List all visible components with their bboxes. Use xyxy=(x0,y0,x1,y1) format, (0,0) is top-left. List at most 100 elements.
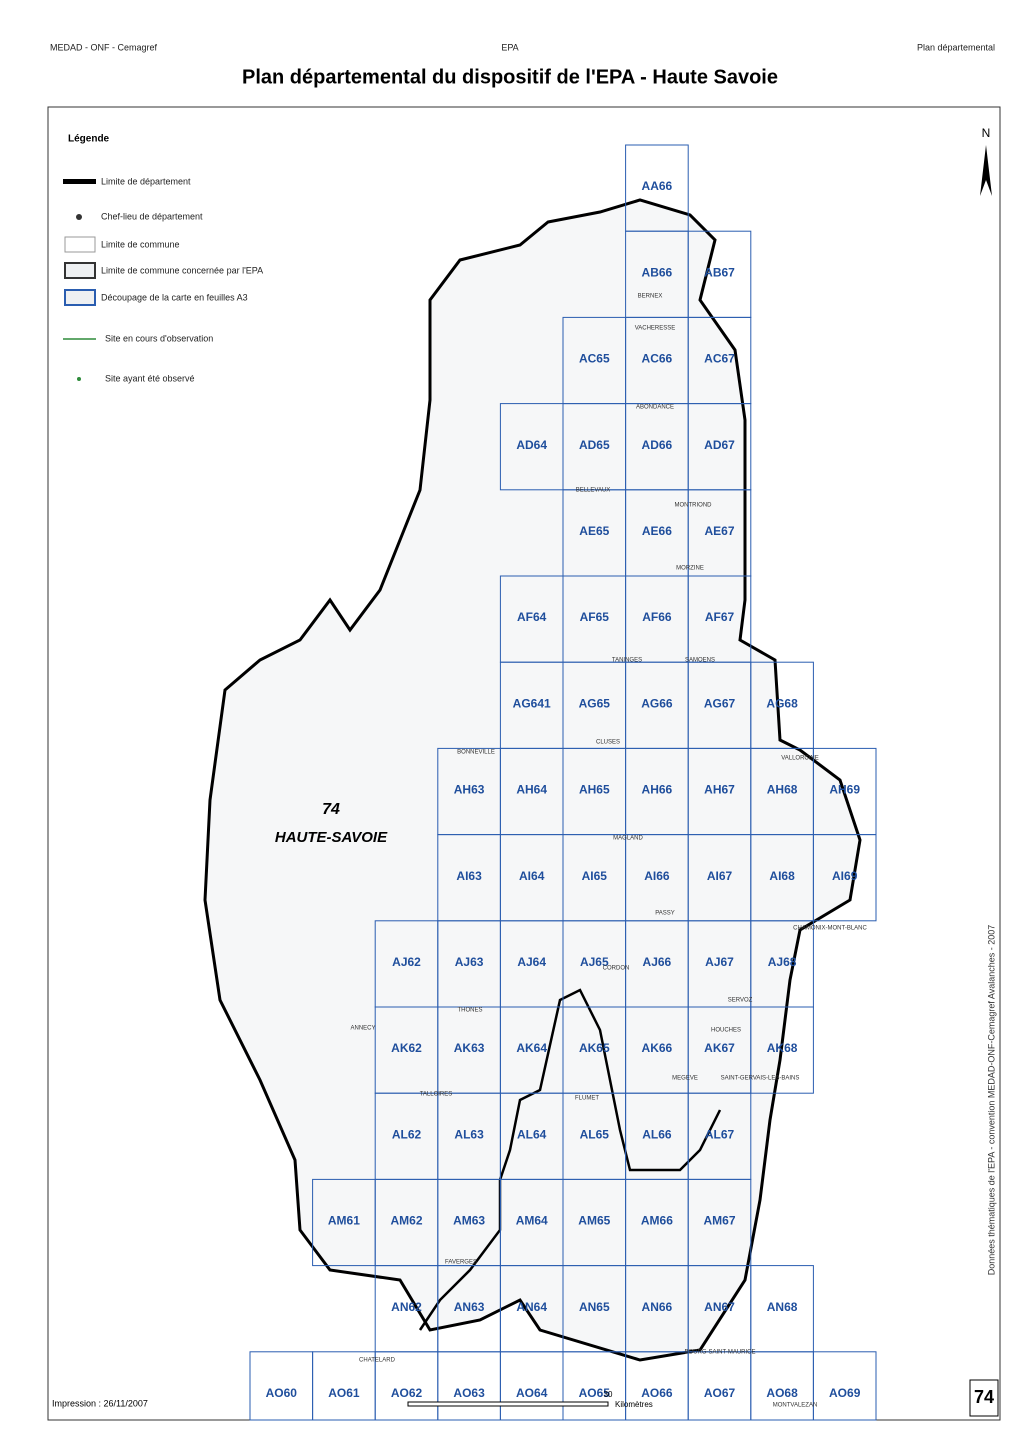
legend-label: Chef-lieu de département xyxy=(101,211,203,221)
sheet-label: AO60 xyxy=(266,1386,298,1400)
sheet-label: AI67 xyxy=(707,869,733,883)
commune-label: CHATELARD xyxy=(359,1358,396,1364)
sheet-label: AO67 xyxy=(704,1386,736,1400)
sheet-label: AG68 xyxy=(766,696,798,710)
sheet-label: AH63 xyxy=(454,783,485,797)
sheet-label: AK62 xyxy=(391,1041,422,1055)
sheet-label: AJ65 xyxy=(580,955,609,969)
sheet-label: AJ62 xyxy=(392,955,421,969)
sheet-label: AE66 xyxy=(642,524,672,538)
sheet-label: AI65 xyxy=(582,869,608,883)
sheet-label: AJ63 xyxy=(455,955,484,969)
legend-symbol xyxy=(63,179,96,184)
sheet-label: AI68 xyxy=(769,869,795,883)
commune-label: CORDON xyxy=(603,966,630,972)
sheet-box xyxy=(812,834,877,922)
legend-symbol xyxy=(64,289,96,306)
header-right: Plan départemental xyxy=(917,42,995,52)
commune-label: VACHERESSE xyxy=(635,326,676,332)
commune-label: PASSY xyxy=(655,911,675,917)
commune-label: MEGEVE xyxy=(672,1076,698,1082)
sheet-label: AL62 xyxy=(392,1127,422,1141)
legend-label: Site en cours d'observation xyxy=(105,333,213,343)
sheet-label: AF66 xyxy=(642,610,672,624)
sheet-label: AO68 xyxy=(766,1386,798,1400)
sheet-label: AG67 xyxy=(704,696,736,710)
legend-label: Limite de commune concernée par l'EPA xyxy=(101,265,263,275)
sheet-label: AO63 xyxy=(453,1386,485,1400)
sheet-label: AK65 xyxy=(579,1041,610,1055)
title: Plan départemental du dispositif de l'EP… xyxy=(242,66,778,88)
side-text: Données thématiques de l'EPA - conventio… xyxy=(986,925,996,1276)
commune-label: MAGLAND xyxy=(613,836,643,842)
sheet-label: AN68 xyxy=(767,1300,798,1314)
sheet-label: AJ67 xyxy=(705,955,734,969)
commune-label: HOUCHES xyxy=(711,1028,741,1034)
sheet-label: AO62 xyxy=(391,1386,423,1400)
commune-label: TALLOIRES xyxy=(420,1092,453,1098)
sheet-label: AK67 xyxy=(704,1041,735,1055)
sheet-label: AE67 xyxy=(704,524,734,538)
sheet-label: AK68 xyxy=(767,1041,798,1055)
sheet-label: AK66 xyxy=(642,1041,673,1055)
commune-label: FLUMET xyxy=(575,1096,599,1102)
sheet-box xyxy=(750,1006,814,1094)
sheet-label: AH65 xyxy=(579,783,610,797)
sheet-label: AN63 xyxy=(454,1300,485,1314)
commune-label: SAMOENS xyxy=(685,658,715,664)
sheet-label: AN64 xyxy=(516,1300,547,1314)
commune-label: TANINGES xyxy=(612,658,642,664)
sheet-label: AO66 xyxy=(641,1386,673,1400)
sheet-label: AB67 xyxy=(704,265,735,279)
commune-label: BOURG-SAINT-MAURICE xyxy=(684,1350,755,1356)
sheet-label: AD67 xyxy=(704,438,735,452)
scale-max: 30 xyxy=(604,1390,613,1399)
sheet-label: AN67 xyxy=(704,1300,735,1314)
commune-label: MONTRIOND xyxy=(675,503,713,509)
commune-label: CLUSES xyxy=(596,740,620,746)
sheet-label: AJ66 xyxy=(643,955,672,969)
commune-label: ANNECY xyxy=(350,1026,375,1032)
sheet-label: AC66 xyxy=(642,352,673,366)
sheet-label: AH66 xyxy=(642,783,673,797)
sheet-box xyxy=(812,1351,877,1421)
sheet-label: AN66 xyxy=(642,1300,673,1314)
commune-label: MORZINE xyxy=(676,566,704,572)
commune-label: BONNEVILLE xyxy=(457,750,495,756)
sheet-label: AC67 xyxy=(704,352,735,366)
legend-symbol xyxy=(64,236,96,253)
legend-label: Limite de département xyxy=(101,176,191,186)
commune-label: MONTVALEZAN xyxy=(773,1403,818,1409)
commune-label: BERNEX xyxy=(638,294,663,300)
commune-label: BELLEVAUX xyxy=(576,488,611,494)
inner-boundary xyxy=(418,988,722,1331)
sheet-label: AF64 xyxy=(517,610,547,624)
sheet-label: AI63 xyxy=(456,869,482,883)
sheet-label: AO65 xyxy=(579,1386,611,1400)
sheet-label: AM66 xyxy=(641,1214,673,1228)
sheet-label: AG65 xyxy=(579,696,611,710)
sheet-label: AL65 xyxy=(580,1127,610,1141)
sheet-label: AO64 xyxy=(516,1386,548,1400)
sheet-label: AN65 xyxy=(579,1300,610,1314)
legend-title: Légende xyxy=(68,134,110,145)
commune-label: CHAMONIX-MONT-BLANC xyxy=(793,926,867,932)
sheet-label: AM61 xyxy=(328,1214,360,1228)
sheet-label: AD65 xyxy=(579,438,610,452)
legend-symbol xyxy=(76,214,82,220)
commune-label: VALLORCINE xyxy=(781,756,819,762)
sheet-label: AK64 xyxy=(516,1041,547,1055)
sheet-label: AB66 xyxy=(642,265,673,279)
sheet-label: AF65 xyxy=(580,610,610,624)
sheet-label: AI66 xyxy=(644,869,670,883)
commune-label: SERVOZ xyxy=(728,998,753,1004)
sheet-label: AD66 xyxy=(642,438,673,452)
sheet-label: AH67 xyxy=(704,783,735,797)
department-name: HAUTE-SAVOIE xyxy=(275,829,388,846)
sheet-label: AL67 xyxy=(705,1127,735,1141)
sheet-label: AF67 xyxy=(705,610,735,624)
sheet-label: AG641 xyxy=(513,696,551,710)
commune-label: ABONDANCE xyxy=(636,405,674,411)
print-date: Impression : 26/11/2007 xyxy=(52,1398,148,1408)
